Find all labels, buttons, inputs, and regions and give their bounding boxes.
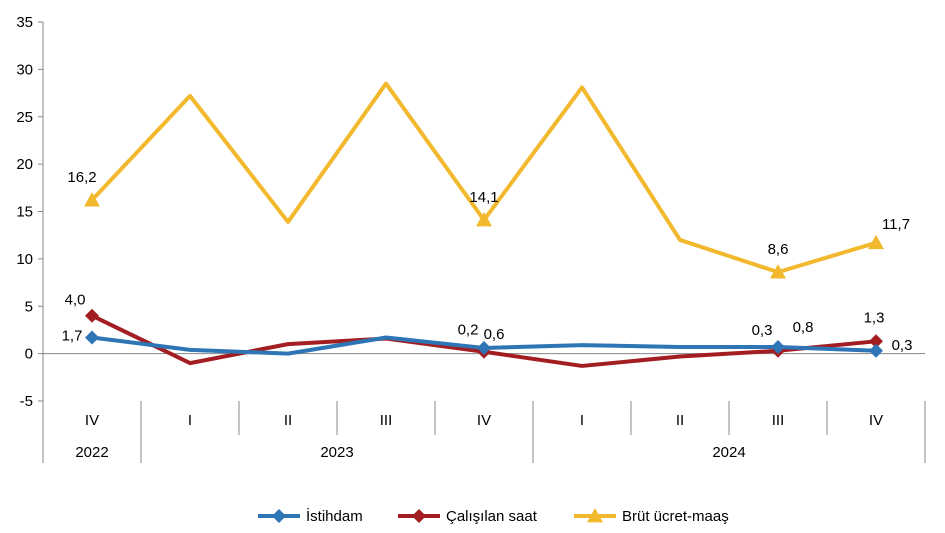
x-tick-label: IV	[477, 412, 491, 429]
data-label: 1,7	[62, 328, 83, 345]
data-point	[476, 212, 492, 227]
year-label: 2022	[75, 444, 108, 461]
data-label: 0,8	[793, 319, 814, 336]
data-point	[477, 340, 491, 355]
y-tick-label: 10	[16, 251, 33, 268]
data-point	[84, 192, 100, 207]
x-tick-label: III	[380, 412, 393, 429]
legend-marker	[272, 509, 286, 523]
legend-label: İstihdam	[306, 507, 363, 525]
y-tick-label: 30	[16, 61, 33, 78]
y-tick-label: 5	[25, 298, 33, 315]
legend-label: Çalışılan saat	[446, 508, 538, 525]
year-label: 2024	[712, 444, 745, 461]
data-label: 1,3	[864, 309, 885, 326]
data-label: 8,6	[768, 241, 789, 258]
data-label: 0,3	[752, 322, 773, 339]
y-tick-label: 15	[16, 204, 33, 221]
data-label: 16,2	[67, 169, 96, 186]
x-tick-label: II	[676, 412, 684, 429]
data-point	[868, 234, 884, 250]
legend-marker	[587, 508, 603, 523]
x-tick-label: III	[772, 412, 785, 429]
x-tick-label: IV	[85, 412, 99, 429]
y-tick-label: -5	[20, 393, 33, 410]
x-tick-label: II	[284, 412, 292, 429]
legend-marker	[412, 509, 426, 523]
x-tick-label: I	[188, 412, 192, 429]
data-label: 0,6	[484, 326, 505, 343]
y-tick-label: 25	[16, 109, 33, 126]
y-tick-label: 20	[16, 156, 33, 173]
data-point	[85, 330, 99, 345]
data-label: 11,7	[882, 216, 910, 233]
legend-label: Brüt ücret-maaş	[622, 508, 729, 525]
y-tick-label: 35	[16, 14, 33, 31]
x-tick-label: I	[580, 412, 584, 429]
data-point	[85, 308, 99, 323]
x-tick-label: IV	[869, 412, 883, 429]
y-tick-label: 0	[25, 346, 33, 363]
data-label: 14,1	[469, 189, 498, 206]
series-line	[90, 81, 877, 275]
data-point	[771, 339, 785, 354]
data-label: 0,2	[458, 322, 479, 339]
data-label: 0,3	[892, 337, 913, 354]
data-point	[869, 343, 883, 358]
year-label: 2023	[320, 444, 353, 461]
data-point	[770, 264, 786, 279]
data-label: 4,0	[65, 292, 86, 309]
data-point	[869, 334, 883, 349]
